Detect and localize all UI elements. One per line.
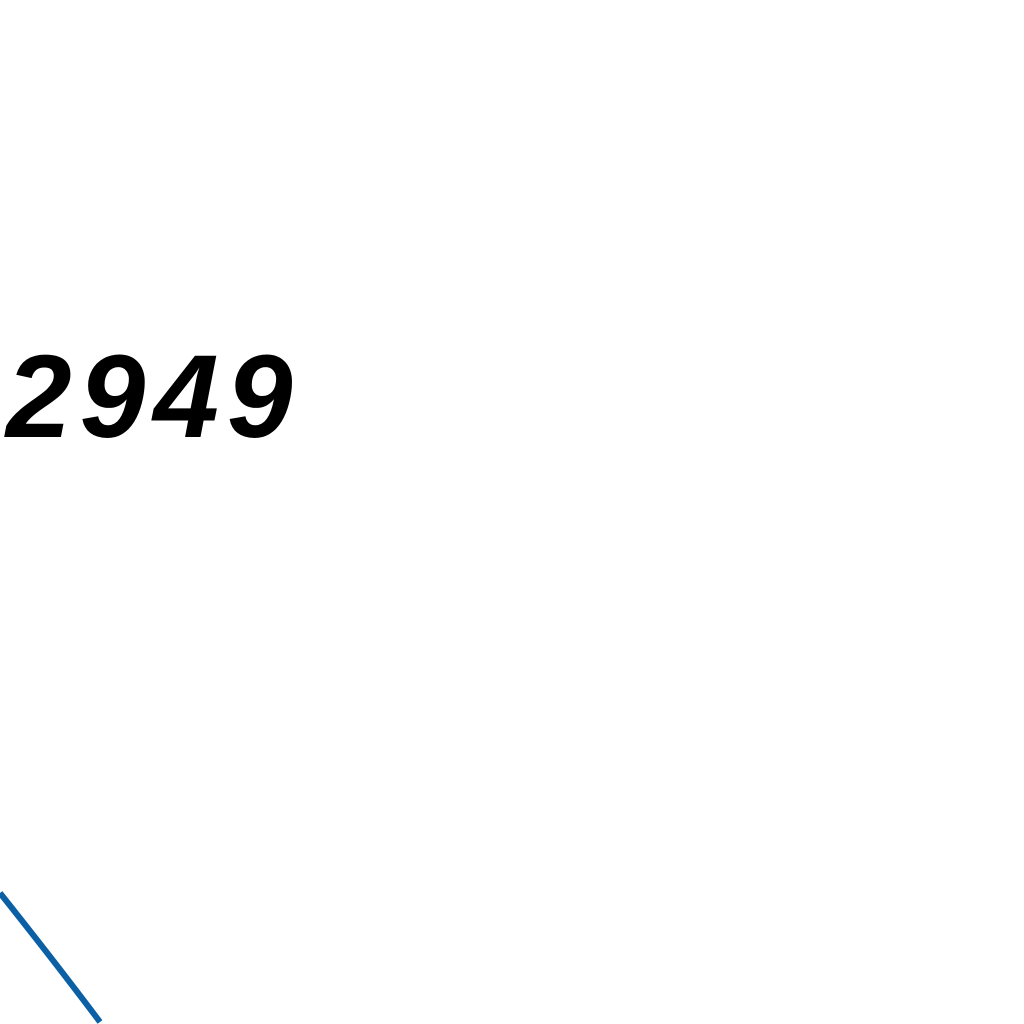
number-label: 2949 xyxy=(6,331,301,463)
blue-arc-line xyxy=(0,891,103,1024)
